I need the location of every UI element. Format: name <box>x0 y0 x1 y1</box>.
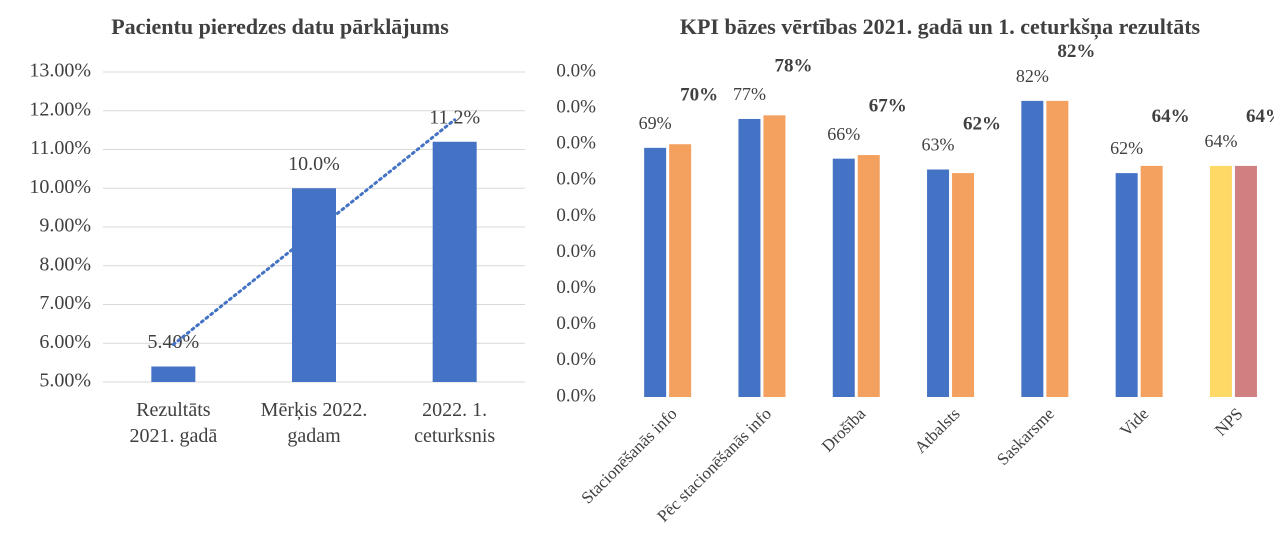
value-label: 78% <box>774 56 812 77</box>
y-tick-label: 8.00% <box>39 253 91 275</box>
chart-2: 69% 77% 66% 63% 82% 62% 64% 70% 78% 67% 62% 82% 64% 6… <box>578 41 1274 525</box>
x-tick-label: Stacionēšanās info <box>578 404 681 507</box>
y-tick-label: 20.0% <box>547 313 596 334</box>
y-tick-label: 5.00% <box>39 370 91 392</box>
chart-title: KPI bāzes vērtības 2021. gadā un 1. cetu… <box>679 14 1201 39</box>
y-tick-label: 12.00% <box>29 98 91 120</box>
value-label: 10.0% <box>288 153 340 175</box>
value-label: 82% <box>1057 41 1095 62</box>
value-label: 69% <box>639 113 672 133</box>
x-tick-label: Mērķis 2022. gadam <box>260 399 368 447</box>
y-tick-label: 10.0% <box>547 349 596 370</box>
bar <box>292 188 336 382</box>
bar <box>1046 100 1069 397</box>
chart-title: Pacientu pieredzes datu pārklājums <box>111 14 449 39</box>
value-label: 62% <box>1110 138 1143 158</box>
value-label: 64% <box>1246 106 1274 127</box>
value-label: 77% <box>733 84 766 104</box>
value-label: 5.40% <box>147 331 199 353</box>
chart-2-ticks: 0.0% 10.0% 20.0% 30.0% 40.0% 50.0% 60.0% 70.0% 8… <box>547 60 596 406</box>
bar <box>1140 165 1163 397</box>
y-tick-label: 9.00% <box>39 215 91 237</box>
value-label: 66% <box>827 124 860 144</box>
value-label: 64% <box>1152 106 1190 127</box>
y-tick-label: 90.0% <box>547 60 596 81</box>
y-tick-label: 0.0% <box>556 385 596 406</box>
x-tick-label: NPS <box>1211 404 1246 439</box>
bar <box>927 169 950 397</box>
bar <box>432 141 477 382</box>
y-tick-label: 80.0% <box>547 96 596 117</box>
value-label: 63% <box>922 135 955 155</box>
y-tick-label: 40.0% <box>547 241 596 262</box>
bar <box>738 118 761 397</box>
bar <box>151 366 196 382</box>
value-label: 11.2% <box>429 106 480 128</box>
y-tick-label: 6.00% <box>39 331 91 353</box>
y-tick-label: 50.0% <box>547 205 596 226</box>
y-tick-label: 10.00% <box>29 176 91 198</box>
bar <box>669 144 692 397</box>
y-tick-label: 60.0% <box>547 169 596 190</box>
y-tick-label: 13.00% <box>29 60 91 82</box>
bar <box>1115 173 1138 397</box>
value-label: 67% <box>869 95 907 116</box>
trendline <box>171 118 457 347</box>
y-tick-label: 11.00% <box>30 137 91 159</box>
bar <box>1234 165 1257 397</box>
bar <box>1209 165 1232 397</box>
value-label: 82% <box>1016 66 1049 86</box>
x-tick-label: 2022. 1. ceturksnis <box>414 399 496 447</box>
bar <box>857 155 880 397</box>
y-tick-label: 7.00% <box>39 292 91 314</box>
y-tick-label: 70.0% <box>547 133 596 154</box>
bar <box>644 147 667 397</box>
x-tick-label: Drošība <box>818 404 870 456</box>
bar <box>832 158 855 397</box>
bar <box>1021 100 1044 397</box>
x-tick-label: Atbalsts <box>911 404 964 457</box>
value-label: 62% <box>963 113 1001 134</box>
x-tick-label: Rezultāts 2021. gadā <box>129 399 218 447</box>
x-tick-label: Saskarsme <box>993 404 1058 469</box>
value-label: 70% <box>680 85 718 106</box>
chart-1: 5.00% 6.00% 7.00% 8.00% 9.00% 10.00% 11.00% 12.… <box>29 60 525 392</box>
y-tick-label: 30.0% <box>547 277 596 298</box>
bar <box>763 115 786 397</box>
x-tick-label: Vide <box>1116 404 1152 440</box>
value-label: 64% <box>1204 131 1237 151</box>
bar <box>952 173 975 397</box>
